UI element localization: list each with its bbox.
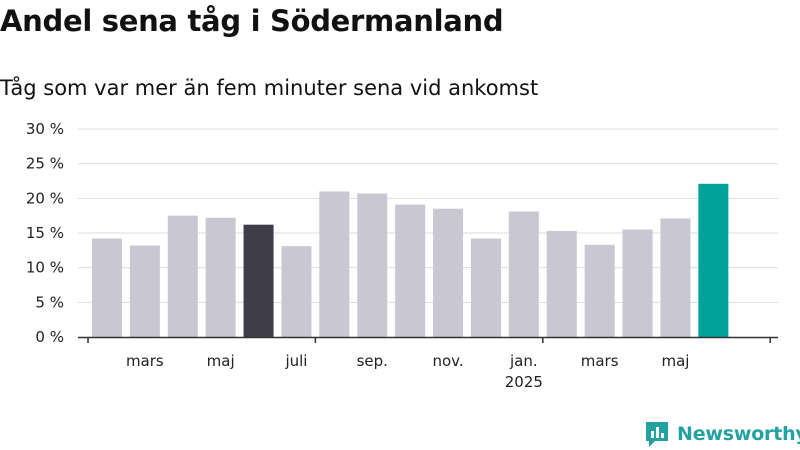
- x-tick-label: juli: [284, 352, 307, 370]
- bar: [470, 238, 501, 337]
- bar-chart-icon: [646, 422, 668, 447]
- y-tick-label: 15 %: [26, 224, 64, 242]
- x-tick-label: maj: [661, 352, 689, 370]
- y-tick-label: 5 %: [35, 293, 64, 311]
- x-tick-year-label: 2025: [505, 373, 543, 391]
- x-tick-label: jan.: [509, 352, 538, 370]
- y-tick-label: 0 %: [35, 328, 64, 346]
- bar: [167, 215, 198, 337]
- x-tick-label: maj: [207, 352, 235, 370]
- x-tick-label: nov.: [432, 352, 463, 370]
- x-tick-label: mars: [126, 352, 164, 370]
- bar: [281, 246, 312, 337]
- bars: [91, 183, 729, 337]
- chart-title: Andel sena tåg i Södermanland: [0, 4, 504, 38]
- y-axis-labels: 0 % 5 % 10 % 15 % 20 % 25 % 30 %: [26, 120, 64, 346]
- bar: [395, 204, 426, 337]
- bar: [319, 191, 350, 337]
- y-tick-label: 10 %: [26, 259, 64, 277]
- chart-subtitle: Tåg som var mer än fem minuter sena vid …: [0, 76, 539, 100]
- bar: [698, 183, 729, 337]
- y-tick-label: 30 %: [26, 120, 64, 138]
- bar: [357, 193, 388, 337]
- bar: [243, 224, 274, 337]
- x-tick-label: sep.: [357, 352, 388, 370]
- bar: [433, 208, 464, 337]
- x-axis: [78, 336, 778, 343]
- newsworthy-logo: Newsworthy: [644, 419, 800, 449]
- bar: [129, 245, 160, 337]
- bar: [584, 244, 615, 337]
- x-axis-labels: mars maj juli sep. nov. jan. 2025 mars maj: [126, 352, 689, 391]
- y-tick-label: 25 %: [26, 155, 64, 173]
- x-tick-label: mars: [581, 352, 619, 370]
- brand-name: Newsworthy: [677, 423, 800, 445]
- y-tick-label: 20 %: [26, 189, 64, 207]
- bar: [508, 211, 539, 337]
- bar: [622, 229, 653, 337]
- bar: [91, 238, 122, 337]
- bar: [205, 217, 236, 337]
- bar: [546, 230, 577, 337]
- bar: [660, 218, 691, 337]
